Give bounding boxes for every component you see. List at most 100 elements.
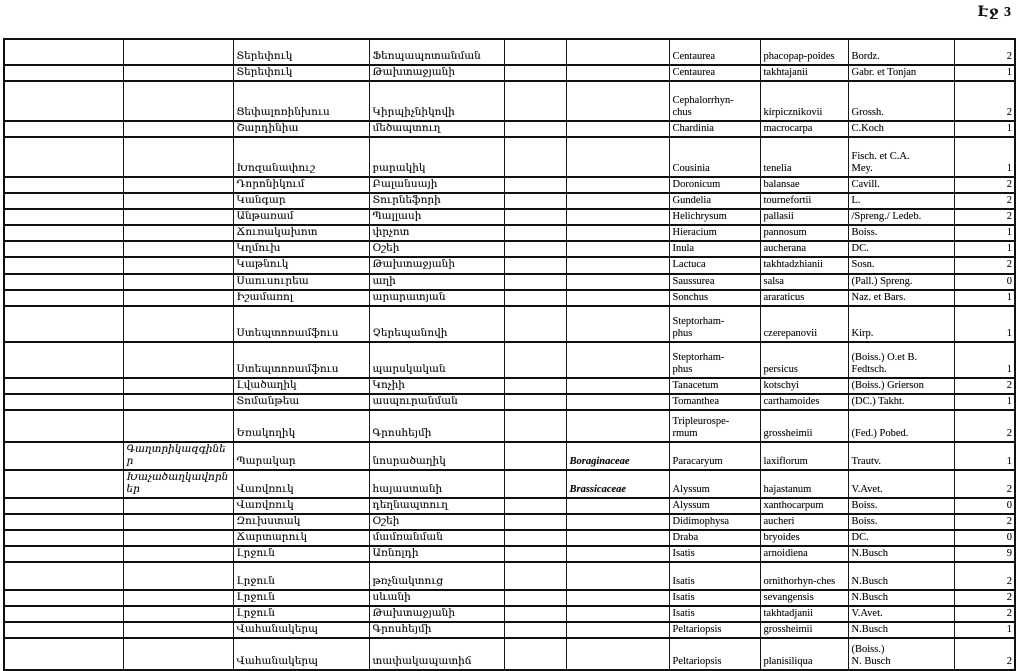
cell-family-armenian [122, 340, 234, 379]
cell-count: 1 [953, 240, 1016, 259]
cell-empty-mid [503, 408, 567, 443]
cell-species-armenian: մամռանման [368, 529, 505, 548]
cell-author: V.Avet. [847, 468, 955, 500]
cell-count: 1 [953, 288, 1016, 307]
cell-genus-armenian: Իշամառոլ [232, 288, 370, 307]
table-row: Տոմանթեա ասպուրանման Tomanthea carthamoides… [3, 392, 1016, 411]
cell-author: (Boiss.) Grierson [847, 376, 955, 395]
cell-family-latin [565, 561, 670, 592]
cell-count: 1 [953, 304, 1016, 343]
cell-genus-latin: Draba [668, 529, 761, 548]
cell-count: 0 [953, 496, 1016, 516]
cell-author: Fisch. et C.A. Mey. [847, 136, 955, 179]
cell-empty-left [3, 136, 124, 179]
cell-family-armenian [122, 192, 234, 211]
cell-genus-armenian: Խոզանափուշ [232, 136, 370, 179]
cell-species-latin: phacopap-poides [759, 38, 849, 66]
cell-family-latin [565, 192, 670, 211]
cell-family-armenian [122, 392, 234, 411]
cell-count: 2 [953, 605, 1016, 624]
cell-species-latin: carthamoides [759, 392, 849, 411]
cell-family-armenian [122, 80, 234, 123]
cell-species-latin: araraticus [759, 288, 849, 307]
table-row: Լվածաղիկ Կոչիի Tanacetum kotschyi (Boiss.) G… [3, 376, 1016, 395]
cell-genus-latin: Paracaryum [668, 440, 761, 471]
cell-species-latin: takhtadjanii [759, 605, 849, 624]
cell-genus-latin: Isatis [668, 605, 761, 624]
cell-family-armenian [122, 208, 234, 227]
cell-empty-mid [503, 621, 567, 640]
cell-species-latin: ornithorhyn-ches [759, 561, 849, 592]
cell-genus-latin: Steptorham- phus [668, 340, 761, 379]
cell-count: 1 [953, 136, 1016, 179]
cell-species-armenian: հայաստանի [368, 468, 505, 500]
cell-empty-left [3, 589, 124, 608]
cell-species-latin: pallasii [759, 208, 849, 227]
cell-empty-left [3, 376, 124, 395]
cell-species-armenian: մեծապտուղ [368, 120, 505, 139]
table-row: Լրջուն թռչնակտուց Isatis ornithorhyn-ches N.… [3, 561, 1016, 592]
table-row: Իշամառոլ արարատյան Sonchus araraticus Naz. e… [3, 288, 1016, 307]
cell-family-latin [565, 545, 670, 564]
cell-empty-left [3, 637, 124, 671]
table-row: Տերեփուկ Ֆեոպապոտանման Centaurea phacopap-p… [3, 38, 1016, 66]
cell-count: 2 [953, 376, 1016, 395]
cell-author: DC. [847, 529, 955, 548]
cell-count: 2 [953, 256, 1016, 275]
cell-genus-latin: Alyssum [668, 496, 761, 516]
cell-empty-left [3, 176, 124, 195]
cell-species-latin: aucherana [759, 240, 849, 259]
cell-author: DC. [847, 240, 955, 259]
cell-genus-latin: Gundelia [668, 192, 761, 211]
cell-species-armenian: Կոչիի [368, 376, 505, 395]
cell-empty-left [3, 440, 124, 471]
cell-species-armenian: Թախտաջյանի [368, 605, 505, 624]
cell-species-latin: kotschyi [759, 376, 849, 395]
table-row: Ճուռակախոտ փրչոտ Hieracium pannosum Boiss. 1 [3, 224, 1016, 243]
cell-family-armenian [122, 529, 234, 548]
cell-author: L. [847, 192, 955, 211]
cell-species-latin: macrocarpa [759, 120, 849, 139]
cell-species-armenian: Թախտաջյանի [368, 256, 505, 275]
cell-family-armenian: Խաչածաղկավորներ [122, 468, 234, 500]
cell-genus-latin: Isatis [668, 561, 761, 592]
cell-empty-left [3, 545, 124, 564]
cell-genus-latin: Inula [668, 240, 761, 259]
cell-family-armenian [122, 605, 234, 624]
cell-family-armenian [122, 288, 234, 307]
cell-author: N.Busch [847, 545, 955, 564]
cell-species-latin: aucheri [759, 513, 849, 532]
cell-species-armenian: Չերեպանովի [368, 304, 505, 343]
cell-empty-left [3, 340, 124, 379]
cell-species-armenian: Տուրնեֆորի [368, 192, 505, 211]
cell-empty-mid [503, 605, 567, 624]
cell-genus-armenian: Վառվռուկ [232, 468, 370, 500]
cell-species-latin: hajastanum [759, 468, 849, 500]
table-row: Ստեպտոռամֆուս պարսկական Steptorham- phus pe… [3, 340, 1016, 379]
cell-author: N.Busch [847, 589, 955, 608]
table-row: Ստեպտոռամֆուս Չերեպանովի Steptorham- phus c… [3, 304, 1016, 343]
cell-count: 2 [953, 38, 1016, 66]
cell-species-armenian: Ֆեոպապոտանման [368, 38, 505, 66]
table-row: Ճարտարուկ մամռանման Draba bryoides DC. 0 [3, 529, 1016, 548]
cell-genus-armenian: Տերեփուկ [232, 63, 370, 83]
page-number: Էջ 3 [977, 5, 1012, 20]
cell-species-armenian: դեղնապտուղ [368, 496, 505, 516]
cell-family-latin [565, 376, 670, 395]
table-row: Վահանակերպ Գրոսհեյմի Peltariopsis grossheim… [3, 621, 1016, 640]
table-row: Զուխստակ Օշեի Didimophysa aucheri Boiss. 2 [3, 513, 1016, 532]
cell-genus-armenian: Ցեփալոռինխուս [232, 80, 370, 123]
table-body: Տերեփուկ Ֆեոպապոտանման Centaurea phacopap-p… [3, 38, 1016, 671]
cell-genus-armenian: Տերեփուկ [232, 38, 370, 66]
table-row: Շարդինիա մեծապտուղ Chardinia macrocarpa C.Ko… [3, 120, 1016, 139]
cell-species-armenian: ասպուրանման [368, 392, 505, 411]
cell-empty-left [3, 272, 124, 291]
cell-family-latin [565, 304, 670, 343]
cell-genus-armenian: Կանգար [232, 192, 370, 211]
species-table: Տերեփուկ Ֆեոպապոտանման Centaurea phacopap-p… [3, 38, 1016, 671]
table-row: Լրջուն Առնոլդի Isatis arnoidiena N.Busch 9 [3, 545, 1016, 564]
cell-family-latin: Boraginaceae [565, 440, 670, 471]
cell-family-latin [565, 208, 670, 227]
cell-genus-latin: Centaurea [668, 63, 761, 83]
cell-author: (Boiss.) O.et B. Fedtsch. [847, 340, 955, 379]
